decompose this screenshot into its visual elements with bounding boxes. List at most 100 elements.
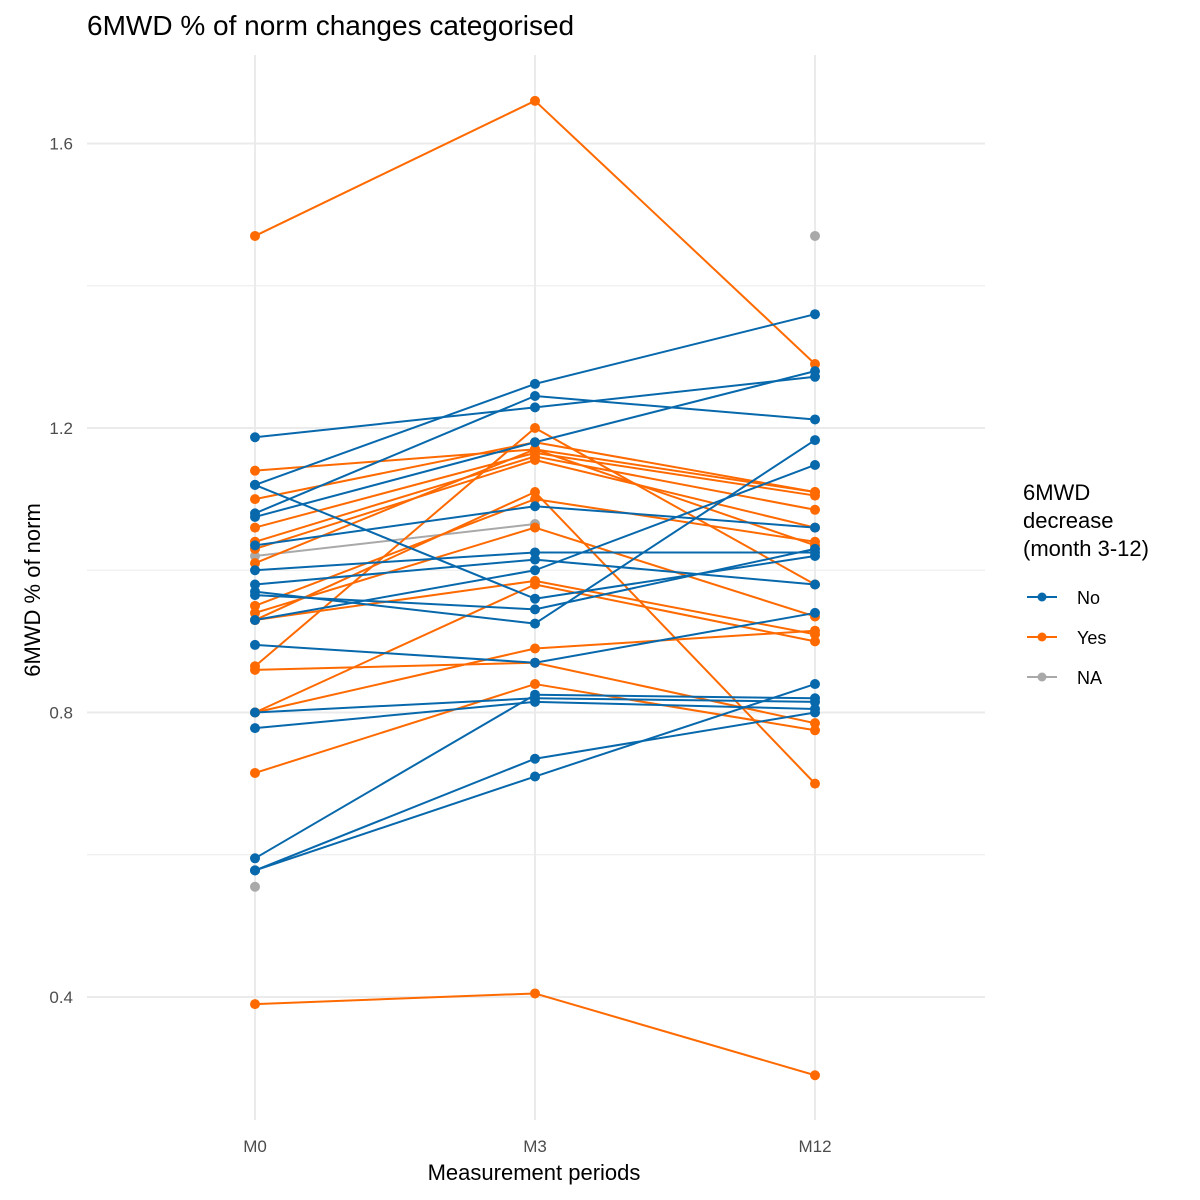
series-line-yes (254, 441, 536, 501)
data-point-no (810, 707, 820, 718)
series-line-no (534, 693, 816, 700)
data-point-yes (810, 358, 820, 369)
data-point-no (530, 753, 540, 764)
data-point-yes (810, 725, 820, 736)
data-point-yes (810, 1070, 820, 1081)
chart-title: 6MWD % of norm changes categorised (87, 10, 574, 41)
series-line-no (254, 697, 536, 714)
data-point-no (810, 693, 820, 704)
data-point-no (530, 565, 540, 576)
data-point-no (530, 378, 540, 389)
data-point-yes (810, 778, 820, 789)
data-point-yes (250, 558, 260, 569)
data-point-no (810, 607, 820, 618)
series-line-no (534, 439, 816, 625)
series-line-no (534, 394, 816, 421)
data-point-no (250, 865, 260, 876)
data-point-yes (250, 600, 260, 611)
legend-label: NA (1077, 668, 1102, 688)
series-line-yes (254, 992, 536, 1006)
series-line-no (534, 370, 816, 444)
series-line-no (254, 382, 536, 486)
series-line-yes (534, 629, 816, 650)
legend-title: 6MWD (1023, 480, 1090, 505)
series-line-yes (534, 441, 816, 493)
data-point-no (530, 547, 540, 558)
data-point-yes (810, 504, 820, 515)
legend-key-point (1037, 632, 1047, 642)
data-point-no (810, 435, 820, 446)
data-point-no (250, 540, 260, 551)
data-point-no (810, 459, 820, 470)
data-point-no (810, 414, 820, 425)
series-line-no (254, 757, 536, 872)
data-point-yes (530, 988, 540, 999)
series-line-no (254, 775, 536, 872)
series-line-no (254, 551, 536, 572)
data-point-no (250, 565, 260, 576)
series-line-no (534, 711, 816, 760)
legend-key-point (1037, 672, 1047, 682)
legend-label: No (1077, 588, 1100, 608)
y-tick-label: 0.4 (49, 988, 73, 1007)
series-line-no (254, 569, 536, 622)
data-point-yes (810, 536, 820, 547)
data-point-yes (530, 444, 540, 455)
series-line-no (534, 375, 816, 409)
series-line-yes (534, 579, 816, 636)
series-line-yes (534, 448, 816, 494)
data-point-yes (250, 767, 260, 778)
data-point-no (250, 432, 260, 443)
legend: 6MWD decrease (month 3-12) No Yes NA (1023, 480, 1149, 688)
data-point-no (810, 679, 820, 690)
data-point-yes (530, 95, 540, 106)
series-line-no (254, 406, 536, 439)
y-axis-title: 6MWD % of norm (20, 503, 45, 677)
data-point-no (250, 639, 260, 650)
series-line-no (534, 555, 816, 600)
data-point-no (250, 511, 260, 522)
x-axis-ticks: M0 M3 M12 (243, 1137, 831, 1156)
y-tick-label: 0.8 (49, 704, 73, 723)
series-line-no (534, 547, 816, 611)
data-point-yes (530, 522, 540, 533)
data-point-yes (530, 579, 540, 590)
series-line-yes (254, 498, 536, 607)
data-point-yes (810, 636, 820, 647)
data-point-yes (810, 625, 820, 636)
series-line-no (254, 693, 536, 860)
data-point-no (810, 366, 820, 377)
data-point-no (250, 707, 260, 718)
data-point-no (810, 522, 820, 533)
data-point-yes (250, 607, 260, 618)
series-line-yes (534, 451, 816, 497)
series-line-yes (534, 661, 816, 725)
series-line-no (534, 558, 816, 586)
data-point-no (250, 479, 260, 490)
data-point-no (250, 615, 260, 626)
data-point-yes (530, 494, 540, 505)
data-point-yes (810, 718, 820, 729)
series-line-no (254, 441, 536, 518)
data-point-no (530, 696, 540, 707)
y-axis-ticks: 0.4 0.8 1.2 1.6 (49, 135, 73, 1008)
series-line-yes (254, 99, 536, 237)
series-line-no (534, 313, 816, 385)
series-line-no (254, 700, 536, 730)
series-line-yes (254, 427, 536, 668)
data-point-no (530, 437, 540, 448)
series-line-no (534, 683, 816, 778)
data-point-no (250, 853, 260, 864)
series-line-no (534, 697, 816, 703)
series-line-yes (534, 459, 816, 529)
data-point-no (530, 554, 540, 565)
data-point-yes (530, 679, 540, 690)
series-line-yes (534, 498, 816, 543)
legend-key-point (1037, 592, 1047, 602)
series-line-yes (534, 683, 816, 732)
series-line-yes (254, 647, 536, 714)
x-tick-label: M12 (798, 1137, 831, 1156)
series-line-yes (534, 992, 816, 1077)
data-point-no (530, 402, 540, 413)
